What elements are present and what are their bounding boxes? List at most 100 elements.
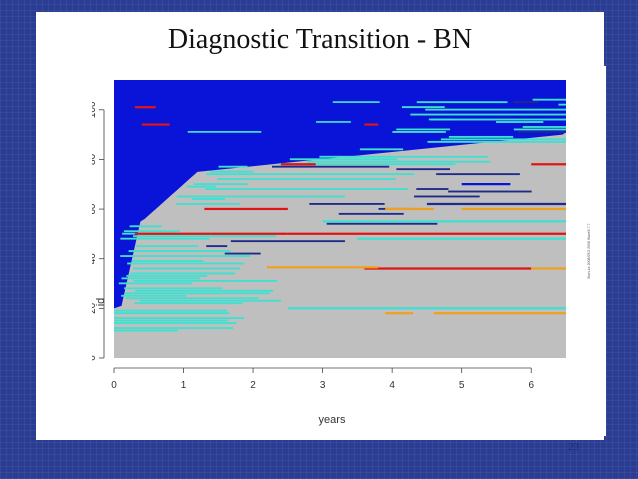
heat-cell-turquoise bbox=[186, 185, 217, 188]
heat-cell-turquoise bbox=[322, 220, 566, 223]
heat-cell-turquoise bbox=[135, 289, 273, 292]
heat-cell-turquoise bbox=[130, 272, 236, 275]
heat-cell-turquoise bbox=[210, 170, 254, 173]
heat-cell-turquoise bbox=[319, 155, 488, 158]
x-tick-label: 4 bbox=[389, 380, 395, 391]
side-annotation: Bain-Le 2008/09/2 2008 Wave5.7.7 bbox=[587, 223, 591, 278]
heat-cell-turquoise bbox=[125, 297, 259, 300]
heat-cell-orange bbox=[433, 312, 566, 315]
heat-cell-turquoise bbox=[136, 245, 199, 248]
heat-cell-turquoise bbox=[496, 121, 544, 123]
heat-cell-dark-blue bbox=[436, 173, 520, 176]
heat-cell-red bbox=[141, 123, 170, 126]
heat-cell-turquoise bbox=[114, 319, 228, 322]
x-tick-label: 0 bbox=[111, 380, 117, 391]
heat-cell-turquoise bbox=[448, 135, 514, 138]
heat-cell-orange bbox=[531, 267, 566, 270]
heat-cell-dark-blue bbox=[206, 245, 228, 248]
heat-cell-turquoise bbox=[120, 237, 210, 240]
heat-cell-turquoise bbox=[114, 317, 245, 320]
heat-cell-turquoise bbox=[357, 237, 566, 240]
axis-layer: 0123456020406080100 bbox=[92, 101, 534, 391]
heat-cell-red bbox=[287, 232, 566, 235]
heat-cell-turquoise bbox=[128, 250, 231, 253]
heat-cell-turquoise bbox=[123, 230, 180, 233]
heat-cell-turquoise bbox=[359, 148, 404, 151]
y-tick-label: 100 bbox=[92, 101, 98, 118]
heat-cell-turquoise bbox=[118, 282, 193, 285]
heat-cell-turquoise bbox=[132, 235, 277, 238]
heat-cell-turquoise bbox=[218, 165, 248, 168]
heat-cell-turquoise bbox=[124, 287, 223, 290]
heat-cell-turquoise bbox=[217, 178, 396, 181]
heat-cell-turquoise bbox=[332, 101, 380, 103]
heat-cell-turquoise bbox=[410, 113, 566, 116]
x-tick-label: 6 bbox=[528, 380, 534, 391]
heat-cell-dark-blue bbox=[414, 195, 480, 198]
heat-cell-turquoise bbox=[139, 299, 282, 302]
heat-cell-turquoise bbox=[289, 158, 397, 161]
heat-cell-turquoise bbox=[287, 307, 566, 310]
heat-cell-red bbox=[134, 232, 212, 235]
heat-cell-turquoise bbox=[176, 195, 346, 198]
heat-cell-dark-blue bbox=[338, 212, 404, 215]
heat-region-blue bbox=[114, 80, 566, 358]
heat-cell-dark-blue bbox=[271, 165, 390, 168]
heat-cell-turquoise bbox=[193, 183, 248, 185]
heat-cell-turquoise bbox=[114, 327, 234, 329]
heat-layer bbox=[114, 80, 566, 358]
heat-cell-turquoise bbox=[114, 322, 237, 324]
heat-cell-dark-blue bbox=[224, 252, 261, 255]
heat-cell-orange bbox=[266, 266, 379, 269]
heat-cell-dark-blue bbox=[513, 101, 539, 104]
y-tick-label: 20 bbox=[92, 302, 98, 314]
heat-cell-turquoise bbox=[558, 103, 566, 106]
slide-title: Diagnostic Transition - BN bbox=[167, 24, 473, 55]
x-tick-label: 3 bbox=[320, 380, 326, 391]
heat-cell-blue bbox=[461, 183, 511, 186]
y-tick-label: 60 bbox=[92, 203, 98, 215]
heat-cell-turquoise bbox=[427, 140, 566, 143]
chart-image: 0123456020406080100 years id Bain-Le 200… bbox=[92, 66, 606, 436]
heat-cell-turquoise bbox=[428, 118, 453, 121]
heat-cell-turquoise bbox=[114, 329, 179, 332]
heat-cell-orange bbox=[385, 207, 434, 211]
heat-cell-turquoise bbox=[133, 279, 278, 282]
heat-cell-turquoise bbox=[121, 277, 201, 280]
heat-cell-dark-blue bbox=[518, 131, 566, 133]
heat-cell-turquoise bbox=[206, 173, 415, 176]
x-tick-label: 5 bbox=[459, 380, 465, 391]
heat-cell-turquoise bbox=[532, 98, 566, 101]
heat-cell-orange bbox=[385, 312, 414, 315]
heat-cell-turquoise bbox=[392, 131, 446, 133]
heat-cell-dark-blue bbox=[448, 190, 532, 193]
page-number: 23 bbox=[568, 441, 579, 453]
heat-cell-turquoise bbox=[205, 188, 408, 190]
x-axis-label: years bbox=[319, 414, 346, 426]
x-tick-label: 1 bbox=[181, 380, 187, 391]
heat-cell-turquoise bbox=[396, 128, 451, 131]
heat-cell-turquoise bbox=[175, 202, 241, 205]
heat-cell-turquoise bbox=[440, 138, 566, 141]
heat-cell-dark-blue bbox=[309, 202, 385, 205]
heat-cell-turquoise bbox=[192, 198, 226, 200]
x-tick-label: 2 bbox=[250, 380, 256, 391]
heat-cell-red bbox=[134, 106, 156, 109]
heat-cell-turquoise bbox=[134, 302, 243, 305]
y-tick-label: 80 bbox=[92, 153, 98, 165]
heat-cell-turquoise bbox=[513, 128, 566, 131]
heat-cell-red bbox=[364, 123, 379, 126]
heat-cell-turquoise bbox=[120, 255, 251, 257]
heat-cell-turquoise bbox=[126, 274, 208, 277]
heat-cell-turquoise bbox=[316, 121, 351, 123]
heat-cell-turquoise bbox=[306, 160, 491, 163]
y-axis-label: id bbox=[95, 298, 107, 307]
heat-cell-turquoise bbox=[522, 126, 566, 128]
y-tick-label: 0 bbox=[92, 355, 98, 361]
heat-cell-red bbox=[280, 163, 316, 166]
heat-cell-turquoise bbox=[278, 163, 456, 166]
heat-cell-turquoise bbox=[430, 118, 566, 121]
heat-cell-dark-blue bbox=[426, 202, 566, 206]
heat-cell-dark-blue bbox=[230, 240, 345, 243]
heat-cell-turquoise bbox=[114, 312, 230, 315]
